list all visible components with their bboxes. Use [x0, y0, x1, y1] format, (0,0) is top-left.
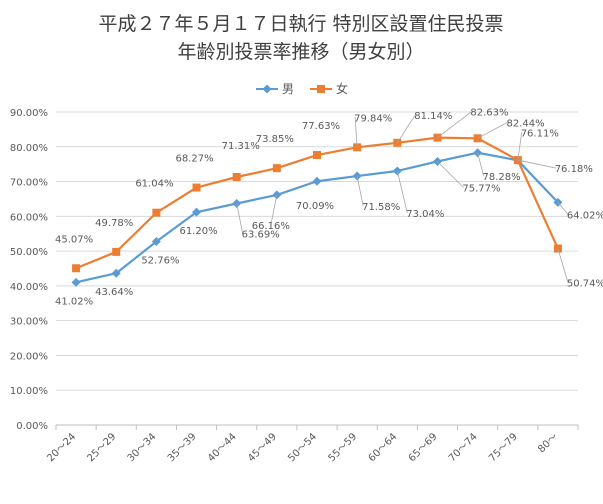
data-label-female: 76.18% [555, 164, 593, 175]
data-label-male: 71.58% [362, 202, 400, 213]
legend-marker-icon [317, 85, 325, 93]
data-label-female: 79.84% [354, 113, 392, 124]
y-tick-label: 30.00% [10, 317, 48, 328]
data-point-male [192, 207, 202, 217]
data-point-female [72, 264, 81, 273]
data-label-male: 75.77% [462, 183, 500, 194]
x-tick-label: 80～ [536, 431, 560, 455]
leader-line [437, 161, 464, 188]
leader-line [437, 111, 472, 138]
y-tick-label: 40.00% [10, 282, 48, 293]
leader-line [477, 152, 485, 176]
data-label-female: 68.27% [175, 154, 213, 165]
data-label-female: 71.31% [222, 141, 260, 152]
data-label-male: 66.16% [252, 221, 290, 232]
y-tick-label: 20.00% [10, 351, 48, 362]
x-tick-label: 50～54 [286, 431, 319, 464]
y-tick-label: 80.00% [10, 143, 48, 154]
data-label-female: 81.14% [414, 111, 452, 122]
x-tick-label: 55～59 [326, 431, 359, 464]
chart-title-line-1: 平成２７年５月１７日執行 特別区設置住民投票 [98, 13, 503, 35]
leader-line [270, 194, 278, 225]
data-point-female [313, 151, 321, 160]
y-tick-label: 50.00% [10, 247, 48, 258]
leader-line [396, 170, 408, 214]
x-tick-label: 40～44 [206, 431, 239, 464]
data-label-female: 82.63% [470, 108, 508, 119]
data-label-female: 73.85% [256, 134, 294, 145]
data-label-male: 52.76% [141, 256, 179, 267]
chart-title-line-2: 年齢別投票率推移（男女別） [177, 41, 424, 63]
x-tick-label: 45～49 [246, 431, 279, 464]
x-tick-label: 60～64 [367, 431, 400, 464]
data-label-male: 78.28% [483, 172, 521, 183]
leader-line [517, 159, 556, 169]
gridlines [56, 111, 578, 426]
leader-line [356, 175, 364, 207]
data-label-male: 63.69% [242, 230, 280, 241]
x-tick-label: 20～24 [45, 431, 78, 464]
x-axis: 20～24 25～29 30～34 35～39 40～44 45～49 50～54 55～59… [45, 425, 579, 464]
x-tick-label: 25～29 [86, 431, 119, 464]
data-point-male [151, 237, 161, 247]
leader-line [517, 132, 523, 161]
legend: 男女 [256, 81, 348, 96]
data-label-female: 61.04% [135, 179, 173, 190]
data-label-female: 45.07% [55, 234, 93, 245]
data-label-male: 64.02% [567, 210, 603, 221]
data-label-male: 41.02% [55, 296, 93, 307]
y-tick-label: 90.00% [10, 108, 48, 119]
leader-line [396, 114, 416, 144]
leader-line [477, 121, 508, 139]
y-tick-label: 0.00% [16, 421, 48, 432]
leader-line [354, 117, 358, 148]
x-tick-label: 70～74 [447, 431, 480, 464]
data-point-male [71, 277, 81, 287]
data-label-male: 43.64% [95, 287, 133, 298]
data-label-female: 82.44% [507, 118, 545, 129]
data-point-male [312, 176, 322, 186]
leader-line [236, 203, 244, 234]
data-point-female [112, 247, 121, 256]
x-tick-label: 30～34 [126, 431, 159, 464]
y-axis: 0.00% 10.00% 20.00% 30.00% 40.00% 50.00% 60.00… [10, 108, 48, 432]
data-point-female [232, 172, 241, 181]
data-labels: 41.02%43.64% 52.76% 61.20% 63.69%66.16% 70.0… [55, 108, 603, 308]
data-point-female [272, 164, 281, 173]
data-label-female: 50.74% [567, 279, 603, 290]
data-point-male [111, 268, 121, 278]
data-label-male: 70.09% [296, 201, 334, 212]
x-tick-label: 35～39 [166, 431, 199, 464]
data-label-female: 77.63% [302, 121, 340, 132]
data-point-female [192, 183, 201, 192]
data-label-male: 76.11% [521, 128, 559, 139]
y-tick-label: 60.00% [10, 212, 48, 223]
legend-marker-icon [262, 84, 272, 94]
data-point-female [152, 208, 161, 217]
leader-line [557, 202, 569, 215]
data-label-male: 61.20% [179, 226, 217, 237]
data-label-female: 49.78% [95, 218, 133, 229]
data-label-male: 73.04% [406, 209, 444, 220]
leader-line [557, 248, 569, 283]
x-tick-label: 65～69 [407, 431, 440, 464]
x-tick-label: 75～79 [487, 431, 520, 464]
y-tick-label: 70.00% [10, 178, 48, 189]
y-tick-label: 10.00% [10, 386, 48, 397]
legend-label-male: 男 [282, 82, 294, 96]
legend-label-female: 女 [336, 81, 348, 96]
